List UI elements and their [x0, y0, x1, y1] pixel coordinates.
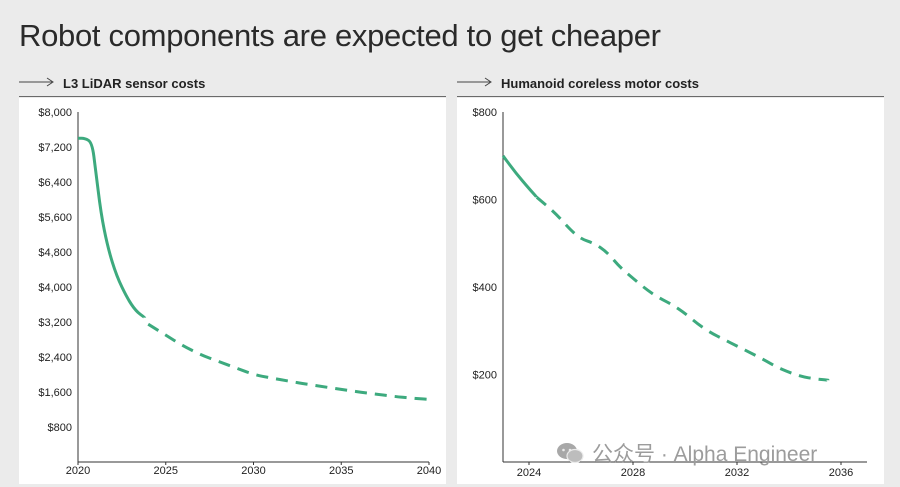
y-tick-label: $1,600 — [38, 387, 72, 399]
x-tick-label: 2030 — [241, 465, 265, 477]
y-tick-label: $800 — [473, 107, 497, 119]
motor-chart-title: Humanoid coreless motor costs — [501, 76, 699, 91]
right-arrow-icon — [457, 77, 492, 87]
lidar-chart-plot: $800 $1,600 $2,400 $3,200 $4,000 $4,800 $5,600… — [19, 98, 446, 484]
y-tick-label: $800 — [48, 422, 72, 434]
projected-cost-line — [535, 196, 830, 382]
right-arrow-icon — [19, 77, 54, 87]
x-tick-label: 2025 — [154, 465, 178, 477]
motor-chart-header: Humanoid coreless motor costs — [457, 72, 884, 97]
y-tick-label: $6,400 — [38, 177, 72, 189]
y-tick-label: $8,000 — [38, 107, 72, 119]
watermark-text: 公众号 · Alpha Engineer — [592, 443, 818, 466]
y-tick-label: $200 — [473, 370, 497, 382]
y-tick-label: $600 — [473, 195, 497, 207]
watermark: 公众号 · Alpha Engineer — [556, 438, 817, 468]
motor-chart: $200 $400 $600 $800 2024 2028 2032 2036 — [473, 107, 867, 479]
chat-bubble-icon — [557, 443, 584, 464]
y-tick-label: $400 — [473, 282, 497, 294]
y-tick-label: $7,200 — [38, 142, 72, 154]
x-tick-label: 2040 — [417, 465, 441, 477]
x-tick-label: 2028 — [621, 467, 645, 479]
y-tick-label: $3,200 — [38, 317, 72, 329]
y-tick-label: $4,000 — [38, 282, 72, 294]
x-tick-label: 2032 — [725, 467, 749, 479]
x-tick-label: 2036 — [829, 467, 853, 479]
x-tick-label: 2035 — [329, 465, 353, 477]
page-title: Robot components are expected to get che… — [19, 18, 661, 53]
motor-chart-plot: $200 $400 $600 $800 2024 2028 2032 2036 — [457, 98, 884, 484]
lidar-chart-title: L3 LiDAR sensor costs — [63, 76, 206, 91]
projected-cost-line — [147, 322, 431, 401]
y-tick-label: $5,600 — [38, 212, 72, 224]
x-tick-label: 2024 — [517, 467, 541, 479]
x-tick-label: 2020 — [66, 465, 90, 477]
actual-cost-line — [501, 154, 539, 199]
lidar-chart-header: L3 LiDAR sensor costs — [19, 72, 446, 97]
lidar-chart: $800 $1,600 $2,400 $3,200 $4,000 $4,800 $5,600… — [38, 107, 441, 477]
actual-cost-line — [78, 136, 147, 320]
y-tick-label: $4,800 — [38, 247, 72, 259]
y-tick-label: $2,400 — [38, 352, 72, 364]
